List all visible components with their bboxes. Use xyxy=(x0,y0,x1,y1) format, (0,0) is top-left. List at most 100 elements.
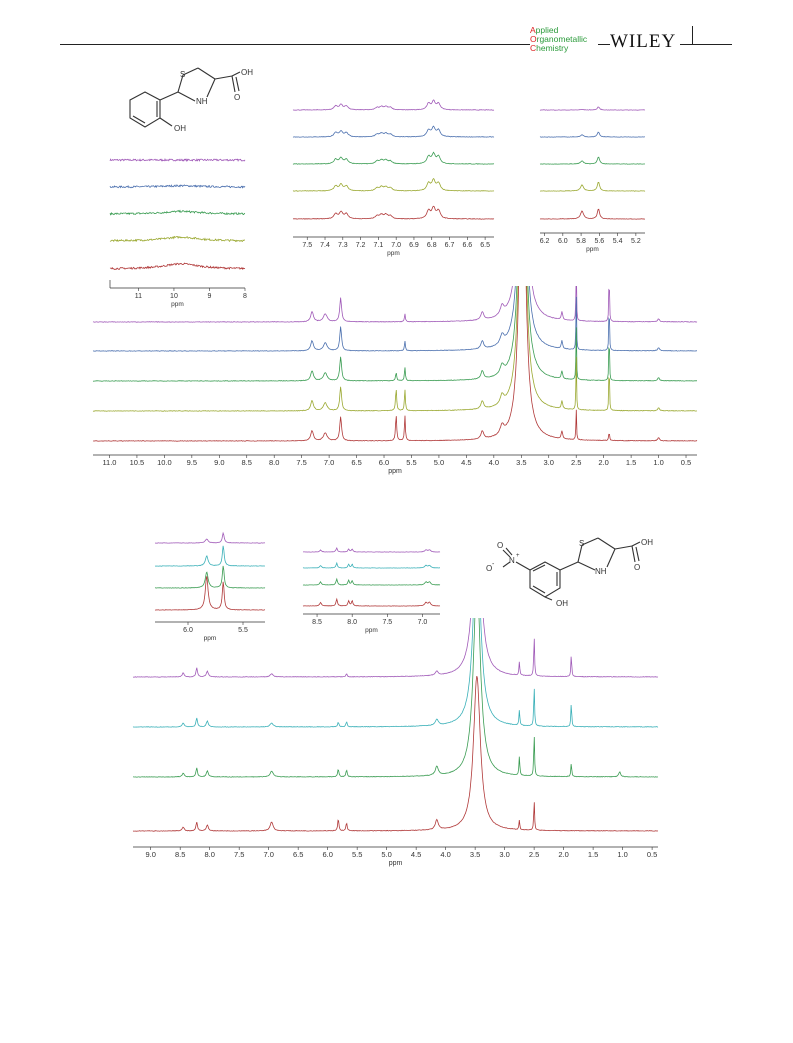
x-tick-label: 5.5 xyxy=(238,627,248,634)
x-tick-label: 5.0 xyxy=(434,458,444,467)
spectrum-group xyxy=(92,286,698,352)
spectrum-group xyxy=(132,675,659,832)
label-o: O xyxy=(234,93,240,102)
main1-trace-1 xyxy=(92,286,698,323)
label-s: S xyxy=(180,70,185,79)
x-tick-label: 8.5 xyxy=(312,619,322,626)
x-tick-label: 9 xyxy=(208,293,212,300)
x-tick-label: 3.0 xyxy=(499,850,509,859)
journal-line-2: Organometallic xyxy=(530,34,588,44)
x-tick-label: 7.0 xyxy=(324,458,334,467)
x-tick-label: 7.2 xyxy=(356,242,366,249)
chemical-structure-2 xyxy=(502,537,641,601)
aromatic-trace-3 xyxy=(292,151,495,165)
spectrum-group xyxy=(92,286,698,323)
x-tick-label: 7.5 xyxy=(302,242,312,249)
x-axis-label: ppm xyxy=(171,301,184,308)
x-tick-label: 10 xyxy=(170,293,178,300)
main1-trace-2 xyxy=(92,286,698,352)
aromatic2-trace-3 xyxy=(302,577,441,586)
x-tick-label: 6.0 xyxy=(322,850,332,859)
x-axis-label: ppm xyxy=(586,246,599,253)
main2-trace-1 xyxy=(132,618,659,678)
structure-2-labels: S NH OH O OH O N + O - xyxy=(486,538,653,608)
main-spectrum-2: 9.0 8.5 8.0 7.5 7.0 6.5 6.0 5.5 5.0 4.5 4.0 3.5 3.0 2… xyxy=(132,618,659,867)
main-spectrum-1: 11.0 10.5 10.0 9.5 9.0 8.5 8.0 7.5 7.0 6.5 6.0 5.5 5… xyxy=(92,286,698,475)
ch-trace-3 xyxy=(539,156,646,165)
inset-oh-region: 11 10 9 8 ppm xyxy=(109,158,247,308)
aromatic-trace-5 xyxy=(292,205,495,220)
x-tick-label: 4.0 xyxy=(489,458,499,467)
x-tick-label: 2.5 xyxy=(571,458,581,467)
x-tick-label: 6.0 xyxy=(183,627,193,634)
oh-trace-3 xyxy=(109,209,246,216)
x-tick-label: 1.5 xyxy=(626,458,636,467)
oh-trace-4 xyxy=(109,235,245,243)
main1-trace-4 xyxy=(92,286,698,412)
x-tick-label: 7.0 xyxy=(263,850,273,859)
x-tick-label: 6.5 xyxy=(480,242,490,249)
x-tick-label: 1.0 xyxy=(617,850,627,859)
spectrum-group xyxy=(132,618,659,778)
header-rule-dash xyxy=(598,44,610,45)
label-o: O xyxy=(634,563,640,572)
journal-line-3: Chemistry xyxy=(530,43,569,53)
label-oh-bottom: OH xyxy=(174,124,186,133)
x-tick-label: 7.5 xyxy=(382,619,392,626)
x-tick-label: 11.0 xyxy=(102,458,116,467)
label-nh: NH xyxy=(595,567,607,576)
x-tick-label: 5.4 xyxy=(613,238,623,245)
ch-trace-2 xyxy=(539,131,645,138)
label-s: S xyxy=(579,539,584,548)
publisher-logo: WILEY xyxy=(610,31,677,52)
ch2-trace-1 xyxy=(154,531,266,544)
x-tick-label: 7.0 xyxy=(391,242,401,249)
aromatic-trace-4 xyxy=(292,178,495,192)
x-tick-label: 8.0 xyxy=(347,619,357,626)
x-tick-label: 10.0 xyxy=(157,458,172,467)
label-nh: NH xyxy=(196,97,208,106)
oh-trace-1 xyxy=(109,158,246,162)
x-tick-label: 5.5 xyxy=(352,850,362,859)
label-oh-bottom: OH xyxy=(556,599,568,608)
structure-1-labels: S NH OH O OH xyxy=(174,68,253,133)
x-axis-label: ppm xyxy=(387,250,400,257)
x-tick-label: 2.5 xyxy=(529,850,539,859)
x-tick-label: 5.6 xyxy=(594,238,604,245)
label-minus: - xyxy=(492,561,495,568)
main2-trace-2 xyxy=(132,618,659,728)
chemical-structure-1 xyxy=(129,67,241,128)
oh-trace-2 xyxy=(109,184,246,189)
x-tick-label: 11 xyxy=(135,293,142,300)
x-tick-label: 8 xyxy=(243,293,247,300)
label-oh-top: OH xyxy=(641,538,653,547)
x-tick-label: 8.0 xyxy=(204,850,214,859)
spectrum-group xyxy=(132,618,659,728)
x-tick-label: 5.5 xyxy=(406,458,416,467)
x-tick-label: 5.0 xyxy=(381,850,391,859)
x-tick-label: 8.5 xyxy=(242,458,252,467)
x-axis-label: ppm xyxy=(389,860,403,867)
x-tick-label: 4.5 xyxy=(411,850,421,859)
x-tick-label: 0.5 xyxy=(681,458,691,467)
label-nitro-om: O xyxy=(486,564,492,573)
header-rule-left xyxy=(60,44,530,45)
label-plus: + xyxy=(516,553,520,559)
x-tick-label: 8.5 xyxy=(175,850,185,859)
spectrum-group xyxy=(92,286,698,382)
x-tick-label: 7.5 xyxy=(234,850,244,859)
x-tick-label: 2.0 xyxy=(558,850,568,859)
main2-trace-3 xyxy=(132,618,659,778)
x-tick-label: 6.8 xyxy=(427,242,437,249)
main1-trace-5 xyxy=(92,286,698,442)
x-axis-label: ppm xyxy=(365,627,378,634)
x-tick-label: 6.0 xyxy=(558,238,568,245)
x-tick-label: 7.3 xyxy=(338,242,348,249)
header-rule-tick xyxy=(692,26,693,44)
main1-trace-3 xyxy=(92,286,698,382)
x-tick-label: 4.0 xyxy=(440,850,450,859)
x-tick-label: 5.2 xyxy=(631,238,641,245)
x-tick-label: 3.5 xyxy=(470,850,480,859)
inset2-ch-region: 6.0 5.5 ppm xyxy=(154,531,266,642)
oh-trace-5 xyxy=(109,262,246,271)
